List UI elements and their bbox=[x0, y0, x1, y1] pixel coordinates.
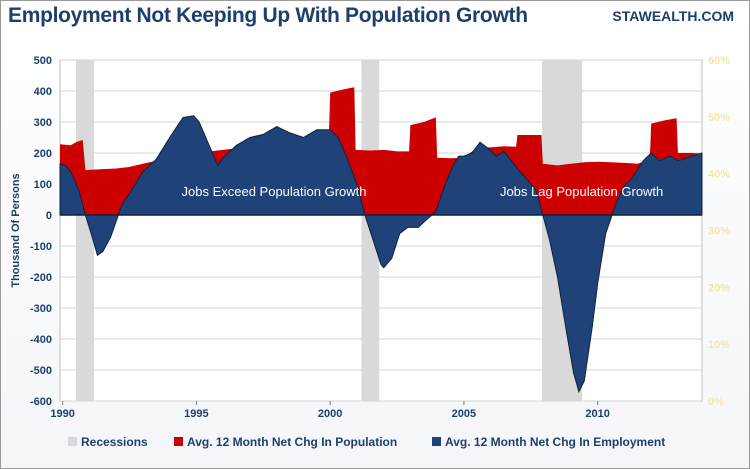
y2-tick-label: 20% bbox=[708, 282, 730, 294]
legend-swatch bbox=[174, 437, 183, 446]
annotations: Jobs Exceed Population Growth Jobs Lag Po… bbox=[182, 184, 664, 199]
y2-tick-label: 40% bbox=[708, 169, 730, 181]
y-tick-label: 500 bbox=[34, 55, 52, 67]
y-tick-label: -400 bbox=[30, 334, 52, 346]
y-tick-label: -600 bbox=[30, 396, 52, 408]
y2-tick-label: 0% bbox=[708, 396, 724, 408]
y-tick-label: 400 bbox=[34, 86, 52, 98]
legend-label: Recessions bbox=[81, 435, 148, 449]
legend: Recessions Avg. 12 Month Net Chg In Popul… bbox=[68, 435, 665, 449]
y-tick-label: 300 bbox=[34, 117, 52, 129]
x-tick-label: 1995 bbox=[184, 408, 208, 420]
annotation-label: Jobs Lag Population Growth bbox=[500, 184, 663, 199]
employment-area bbox=[59, 115, 703, 394]
axes: 500 400 300 200 100 0 -100 -200 -300 -400 -500 -600… bbox=[10, 55, 730, 420]
chart-title: Employment Not Keeping Up With Populatio… bbox=[8, 4, 528, 27]
brand-label: STAWEALTH.COM bbox=[612, 8, 734, 24]
y2-tick-label: 30% bbox=[708, 226, 730, 238]
x-tick-label: 2000 bbox=[318, 408, 342, 420]
x-tick-label: 2010 bbox=[585, 408, 609, 420]
x-tick-label: 1990 bbox=[50, 408, 74, 420]
annotation-label: Jobs Exceed Population Growth bbox=[182, 184, 367, 199]
y2-tick-label: 60% bbox=[708, 55, 730, 67]
series-layer bbox=[59, 87, 703, 394]
legend-label: Avg. 12 Month Net Chg In Employment bbox=[445, 435, 665, 449]
legend-swatch bbox=[68, 437, 77, 446]
legend-swatch bbox=[432, 437, 441, 446]
y-tick-label: -300 bbox=[30, 303, 52, 315]
y-tick-label: -100 bbox=[30, 241, 52, 253]
y-tick-label: 200 bbox=[34, 148, 52, 160]
y-tick-label: -500 bbox=[30, 365, 52, 377]
y2-tick-label: 50% bbox=[708, 112, 730, 124]
y-tick-label: -200 bbox=[30, 272, 52, 284]
y2-tick-label: 10% bbox=[708, 339, 730, 351]
y-tick-label: 100 bbox=[34, 179, 52, 191]
legend-label: Avg. 12 Month Net Chg In Population bbox=[187, 435, 397, 449]
y-tick-label: 0 bbox=[46, 210, 52, 222]
y-axis-title: Thousand Of Persons bbox=[10, 173, 22, 287]
x-tick-label: 2005 bbox=[452, 408, 476, 420]
